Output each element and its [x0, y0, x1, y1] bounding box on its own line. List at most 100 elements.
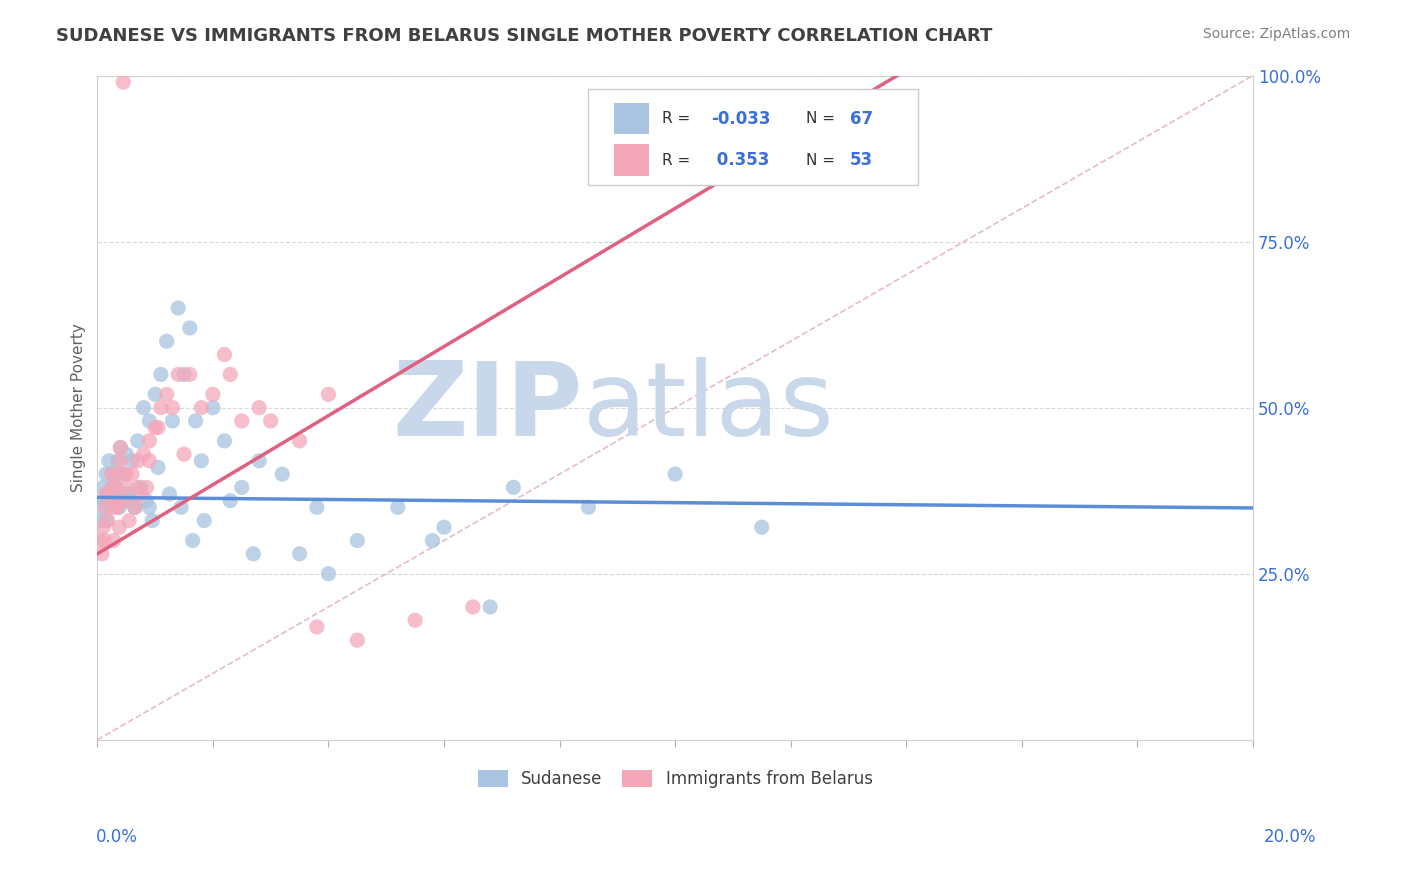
Point	[288, 434, 311, 448]
Point	[461, 599, 484, 614]
Point	[231, 480, 253, 494]
Point	[101, 467, 124, 481]
Point	[219, 493, 242, 508]
Point	[124, 500, 146, 515]
Point	[107, 467, 129, 481]
Point	[149, 368, 172, 382]
Point	[305, 500, 328, 515]
Point	[127, 434, 149, 448]
Point	[479, 599, 502, 614]
Point	[110, 441, 132, 455]
Point	[118, 487, 141, 501]
Point	[201, 387, 224, 401]
Point	[247, 401, 270, 415]
Text: SUDANESE VS IMMIGRANTS FROM BELARUS SINGLE MOTHER POVERTY CORRELATION CHART: SUDANESE VS IMMIGRANTS FROM BELARUS SING…	[56, 27, 993, 45]
Point	[271, 467, 294, 481]
Point	[103, 533, 125, 548]
Point	[173, 368, 195, 382]
Point	[318, 387, 340, 401]
Point	[91, 514, 114, 528]
FancyBboxPatch shape	[614, 145, 648, 176]
Point	[184, 414, 207, 428]
Point	[578, 500, 600, 515]
Point	[115, 480, 138, 494]
Point	[94, 514, 117, 528]
Point	[101, 480, 124, 494]
Point	[112, 493, 135, 508]
Point	[162, 401, 184, 415]
Point	[129, 487, 152, 501]
Point	[167, 368, 190, 382]
Point	[108, 520, 131, 534]
Point	[146, 420, 169, 434]
Point	[135, 493, 157, 508]
Text: -0.033: -0.033	[711, 110, 770, 128]
Point	[231, 414, 253, 428]
Point	[104, 467, 127, 481]
Point	[110, 493, 132, 508]
Text: 53: 53	[849, 152, 873, 169]
Point	[190, 401, 212, 415]
Text: ZIP: ZIP	[392, 357, 582, 458]
Point	[94, 467, 117, 481]
Point	[89, 500, 111, 515]
Point	[94, 487, 117, 501]
Point	[502, 480, 524, 494]
Point	[97, 454, 120, 468]
Point	[664, 467, 686, 481]
Point	[114, 487, 136, 501]
Point	[112, 75, 135, 89]
Point	[91, 547, 114, 561]
Point	[97, 514, 120, 528]
Point	[179, 321, 201, 335]
Text: 0.353: 0.353	[711, 152, 769, 169]
Point	[107, 500, 129, 515]
Point	[346, 633, 368, 648]
Point	[91, 520, 114, 534]
Point	[149, 401, 172, 415]
Point	[93, 493, 115, 508]
Point	[260, 414, 283, 428]
Point	[346, 533, 368, 548]
Text: R =: R =	[662, 153, 690, 168]
Text: 0.0%: 0.0%	[96, 828, 138, 846]
Point	[97, 487, 120, 501]
Point	[201, 401, 224, 415]
Point	[124, 500, 146, 515]
Legend: Sudanese, Immigrants from Belarus: Sudanese, Immigrants from Belarus	[471, 763, 879, 795]
Point	[118, 514, 141, 528]
Point	[179, 368, 201, 382]
Point	[318, 566, 340, 581]
Point	[190, 454, 212, 468]
Point	[129, 480, 152, 494]
Point	[124, 500, 146, 515]
Point	[103, 493, 125, 508]
Text: 20.0%: 20.0%	[1264, 828, 1316, 846]
Point	[219, 368, 242, 382]
Point	[146, 460, 169, 475]
Point	[138, 434, 160, 448]
Point	[247, 454, 270, 468]
Point	[170, 500, 193, 515]
Point	[138, 414, 160, 428]
Point	[141, 514, 163, 528]
Point	[143, 387, 166, 401]
Point	[91, 480, 114, 494]
Point	[751, 520, 773, 534]
Point	[93, 533, 115, 548]
Point	[214, 347, 236, 361]
Point	[101, 467, 124, 481]
Point	[108, 500, 131, 515]
Point	[433, 520, 456, 534]
Point	[422, 533, 444, 548]
Point	[242, 547, 264, 561]
Point	[121, 467, 143, 481]
Point	[115, 447, 138, 461]
Text: N =: N =	[806, 112, 835, 126]
Point	[173, 447, 195, 461]
Point	[305, 620, 328, 634]
Point	[112, 467, 135, 481]
Text: R =: R =	[662, 112, 690, 126]
Text: 67: 67	[849, 110, 873, 128]
Point	[97, 487, 120, 501]
